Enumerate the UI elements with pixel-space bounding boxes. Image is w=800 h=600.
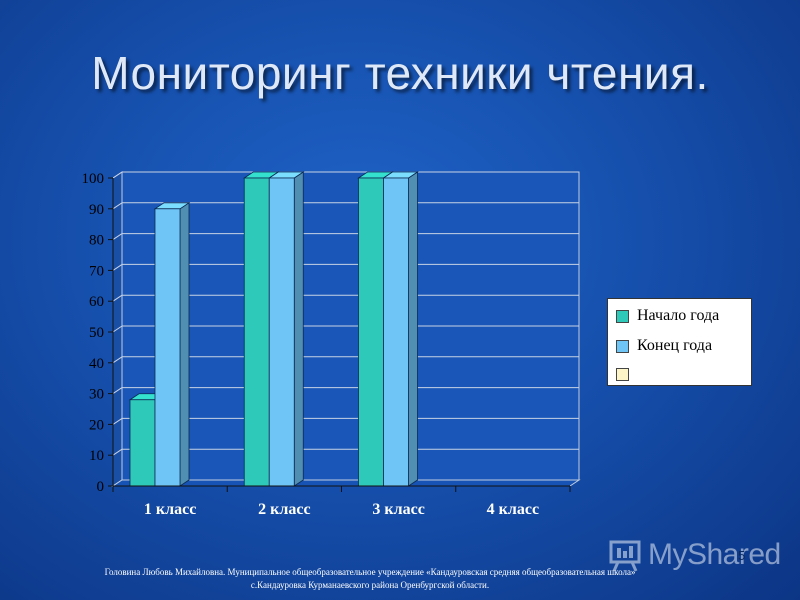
gridline-diag — [112, 202, 123, 210]
bar — [383, 177, 409, 487]
legend-swatch-series-3 — [616, 367, 629, 381]
slide-number: 5 — [738, 548, 746, 563]
legend-item-series-3 — [616, 366, 637, 382]
bar — [358, 177, 384, 487]
y-tick-label: 30 — [89, 387, 104, 403]
y-tick-label: 80 — [89, 233, 104, 249]
gridline-diag — [112, 448, 123, 456]
legend-swatch-series-1 — [616, 309, 629, 323]
y-tick-label: 90 — [89, 202, 104, 218]
x-category-label: 3 класс — [372, 501, 424, 518]
gridline-diag — [112, 263, 123, 271]
gridline-diag — [112, 171, 123, 179]
bar-side — [179, 202, 190, 487]
bar-side — [408, 171, 418, 487]
y-tick-label: 20 — [89, 417, 104, 433]
y-tick-label: 10 — [89, 448, 104, 464]
gridline-diag — [112, 325, 123, 333]
legend-item-series-1: Начало года — [616, 307, 720, 324]
x-category-label: 1 класс — [144, 501, 196, 518]
gridline-diag — [112, 233, 123, 241]
chart-legend: Начало года Конец года — [607, 298, 752, 386]
bar — [243, 177, 270, 487]
legend-item-series-2: Конец года — [616, 337, 713, 354]
slide-title: Мониторинг техники чтения. — [91, 47, 709, 99]
x-category-label: 4 класс — [487, 501, 539, 518]
slide-footer: Головина Любовь Михайловна. Муниципально… — [0, 566, 740, 592]
gridline-diag — [112, 356, 123, 364]
bar-side — [293, 171, 304, 487]
bar — [154, 208, 181, 487]
gridline-diag — [112, 294, 123, 302]
y-tick-label: 50 — [89, 325, 104, 341]
footer-line-1: Головина Любовь Михайловна. Муниципально… — [104, 567, 636, 577]
bar — [129, 399, 156, 487]
presentation-board-icon — [608, 538, 642, 572]
gridline-diag — [112, 417, 123, 425]
y-tick-label: 40 — [89, 356, 104, 372]
footer-line-2: с.Кандауровка Курманаевского района Орен… — [250, 580, 490, 590]
y-tick-label: 60 — [89, 294, 104, 310]
y-tick-label: 0 — [97, 479, 105, 495]
x-category-label: 2 класс — [258, 501, 310, 518]
y-tick-label: 100 — [82, 171, 105, 187]
y-tick-label: 70 — [89, 263, 104, 279]
legend-label-series-1: Начало года — [637, 307, 720, 324]
legend-label-series-2: Конец года — [637, 337, 713, 354]
legend-swatch-series-2 — [616, 339, 629, 353]
watermark-text: MyShared — [648, 538, 781, 571]
gridline-diag — [112, 387, 123, 395]
watermark-logo: MyShared — [608, 537, 781, 573]
bar — [268, 177, 295, 487]
